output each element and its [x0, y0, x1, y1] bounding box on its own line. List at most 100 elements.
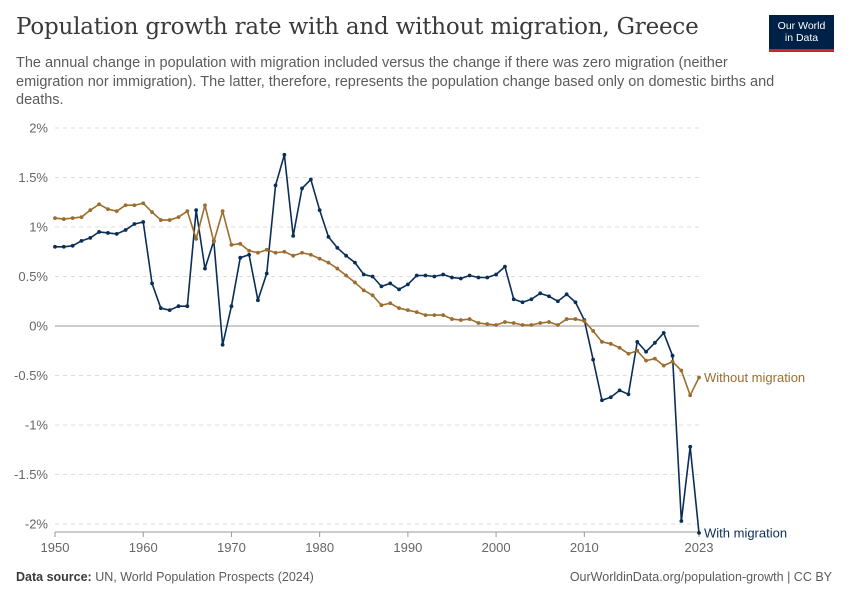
- data-point-with-migration[interactable]: [194, 208, 199, 213]
- data-point-without-migration[interactable]: [203, 203, 207, 208]
- data-point-without-migration[interactable]: [697, 375, 701, 380]
- data-point-without-migration[interactable]: [670, 359, 675, 364]
- data-point-without-migration[interactable]: [388, 301, 393, 306]
- data-point-with-migration[interactable]: [238, 255, 243, 260]
- data-point-with-migration[interactable]: [503, 264, 507, 269]
- data-point-without-migration[interactable]: [679, 368, 684, 373]
- data-point-without-migration[interactable]: [167, 218, 172, 222]
- data-point-with-migration[interactable]: [697, 531, 701, 535]
- data-point-without-migration[interactable]: [564, 317, 569, 321]
- data-point-with-migration[interactable]: [494, 272, 498, 277]
- data-point-with-migration[interactable]: [608, 395, 613, 400]
- data-point-without-migration[interactable]: [150, 210, 154, 215]
- data-point-with-migration[interactable]: [291, 234, 296, 238]
- data-point-without-migration[interactable]: [405, 308, 410, 313]
- data-point-without-migration[interactable]: [688, 393, 693, 398]
- data-point-with-migration[interactable]: [379, 284, 384, 289]
- data-point-with-migration[interactable]: [229, 304, 234, 309]
- data-point-with-migration[interactable]: [114, 232, 119, 236]
- owid-logo[interactable]: Our World in Data: [769, 15, 834, 52]
- data-point-without-migration[interactable]: [79, 215, 84, 220]
- data-point-without-migration[interactable]: [635, 348, 640, 353]
- data-point-without-migration[interactable]: [194, 236, 199, 241]
- data-point-with-migration[interactable]: [106, 231, 110, 235]
- data-point-without-migration[interactable]: [238, 241, 243, 246]
- data-point-with-migration[interactable]: [256, 298, 260, 303]
- data-point-without-migration[interactable]: [300, 250, 304, 255]
- data-point-with-migration[interactable]: [361, 272, 366, 277]
- data-point-with-migration[interactable]: [53, 244, 57, 249]
- data-point-with-migration[interactable]: [679, 519, 684, 523]
- data-point-with-migration[interactable]: [220, 342, 225, 347]
- data-point-without-migration[interactable]: [282, 249, 287, 254]
- data-point-without-migration[interactable]: [106, 207, 110, 212]
- data-point-with-migration[interactable]: [423, 273, 428, 278]
- data-point-with-migration[interactable]: [326, 235, 331, 239]
- data-point-without-migration[interactable]: [344, 273, 349, 278]
- data-point-with-migration[interactable]: [88, 235, 93, 240]
- data-point-without-migration[interactable]: [335, 266, 340, 271]
- series-group[interactable]: [53, 152, 701, 535]
- data-point-without-migration[interactable]: [291, 253, 296, 258]
- data-point-with-migration[interactable]: [600, 398, 604, 403]
- data-point-without-migration[interactable]: [423, 313, 428, 318]
- data-point-without-migration[interactable]: [441, 313, 446, 318]
- data-point-without-migration[interactable]: [644, 358, 648, 363]
- data-point-without-migration[interactable]: [555, 323, 560, 327]
- data-point-without-migration[interactable]: [317, 256, 322, 261]
- data-point-with-migration[interactable]: [644, 349, 648, 354]
- data-point-with-migration[interactable]: [397, 287, 401, 292]
- data-point-without-migration[interactable]: [256, 250, 260, 255]
- data-point-with-migration[interactable]: [264, 271, 269, 276]
- data-point-without-migration[interactable]: [361, 288, 366, 293]
- data-point-with-migration[interactable]: [432, 274, 437, 279]
- data-point-without-migration[interactable]: [220, 209, 225, 214]
- data-point-with-migration[interactable]: [317, 208, 322, 213]
- data-point-without-migration[interactable]: [617, 345, 622, 350]
- data-point-with-migration[interactable]: [370, 274, 375, 279]
- data-point-without-migration[interactable]: [652, 356, 657, 361]
- data-point-without-migration[interactable]: [397, 306, 401, 311]
- data-point-without-migration[interactable]: [661, 363, 666, 368]
- data-point-with-migration[interactable]: [458, 276, 463, 281]
- data-point-without-migration[interactable]: [520, 323, 525, 327]
- data-point-with-migration[interactable]: [123, 228, 128, 232]
- data-point-without-migration[interactable]: [432, 313, 437, 318]
- data-point-with-migration[interactable]: [547, 294, 551, 299]
- data-point-with-migration[interactable]: [273, 183, 278, 188]
- data-point-with-migration[interactable]: [388, 281, 393, 286]
- data-point-without-migration[interactable]: [88, 208, 93, 213]
- data-point-without-migration[interactable]: [273, 250, 278, 255]
- data-point-without-migration[interactable]: [626, 351, 631, 356]
- data-point-with-migration[interactable]: [308, 177, 313, 182]
- data-point-without-migration[interactable]: [538, 321, 543, 325]
- data-point-with-migration[interactable]: [344, 253, 349, 258]
- data-point-without-migration[interactable]: [379, 303, 384, 308]
- data-point-with-migration[interactable]: [573, 300, 578, 305]
- data-point-with-migration[interactable]: [538, 291, 543, 296]
- data-point-without-migration[interactable]: [591, 329, 596, 333]
- data-point-with-migration[interactable]: [652, 340, 657, 345]
- data-point-with-migration[interactable]: [335, 245, 340, 250]
- data-point-with-migration[interactable]: [441, 272, 446, 277]
- data-point-with-migration[interactable]: [176, 304, 181, 309]
- data-point-with-migration[interactable]: [564, 292, 569, 297]
- data-point-without-migration[interactable]: [529, 323, 534, 327]
- data-point-without-migration[interactable]: [458, 318, 463, 322]
- data-point-with-migration[interactable]: [670, 353, 675, 358]
- data-point-with-migration[interactable]: [635, 339, 640, 344]
- data-point-without-migration[interactable]: [326, 260, 331, 265]
- data-point-without-migration[interactable]: [503, 320, 507, 324]
- data-point-without-migration[interactable]: [511, 321, 516, 325]
- data-point-with-migration[interactable]: [247, 252, 251, 257]
- data-point-without-migration[interactable]: [414, 310, 419, 315]
- data-point-with-migration[interactable]: [300, 186, 304, 191]
- data-point-without-migration[interactable]: [467, 317, 472, 321]
- data-point-without-migration[interactable]: [114, 209, 119, 214]
- data-point-with-migration[interactable]: [158, 306, 163, 311]
- data-point-with-migration[interactable]: [132, 222, 137, 226]
- data-point-without-migration[interactable]: [70, 216, 75, 220]
- data-point-without-migration[interactable]: [53, 216, 57, 220]
- data-point-without-migration[interactable]: [608, 341, 613, 346]
- data-point-without-migration[interactable]: [485, 322, 490, 326]
